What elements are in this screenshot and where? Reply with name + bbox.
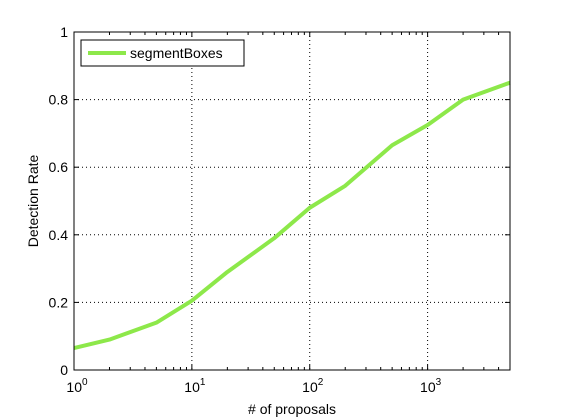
y-tick-label: 0.4 — [49, 227, 69, 243]
x-tick-label: 100 — [66, 377, 88, 395]
y-axis-title: Detection Rate — [25, 154, 41, 247]
x-tick-label: 101 — [184, 377, 206, 395]
plot-area — [74, 32, 510, 370]
legend-label-segmentboxes: segmentBoxes — [130, 45, 223, 61]
tick-label-layer: 100 101 102 103 0 0.2 0.4 0.6 0.8 1 — [49, 24, 442, 395]
y-tick-label: 0 — [60, 362, 68, 378]
x-tick-label: 103 — [420, 377, 442, 395]
series-line-segmentboxes — [73, 80, 511, 350]
y-tick-label: 1 — [60, 24, 68, 40]
x-axis-title: # of proposals — [248, 401, 336, 417]
x-tick-label: 102 — [302, 377, 324, 395]
legend: segmentBoxes — [80, 39, 245, 67]
series-layer — [73, 80, 511, 350]
y-tick-label: 0.8 — [49, 92, 69, 108]
grid-layer — [74, 32, 510, 370]
y-tick-label: 0.2 — [49, 294, 69, 310]
y-tick-label: 0.6 — [49, 159, 69, 175]
plot-frame — [73, 31, 511, 371]
tick-layer — [73, 31, 511, 371]
